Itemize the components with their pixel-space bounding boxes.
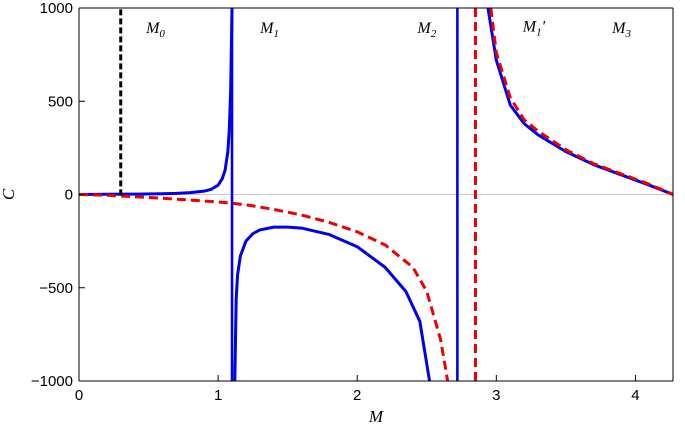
region-label-m3: M3 <box>611 20 631 40</box>
region-label-m0: M0 <box>145 20 165 40</box>
x-axis-title: M <box>368 407 384 426</box>
series-layer <box>78 7 674 382</box>
y-tick-label: 500 <box>48 93 73 110</box>
region-labels-layer: M0 M1 M2 M1' M3 <box>145 18 631 40</box>
x-tick-label: 2 <box>353 387 361 404</box>
y-tick-label: 1000 <box>40 0 73 17</box>
region-label-m1-prime: M1' <box>522 18 546 38</box>
x-tick-label: 1 <box>214 387 222 404</box>
region-label-m1: M1 <box>259 20 279 40</box>
y-tick-label: 0 <box>65 187 73 204</box>
vertical-markers-layer <box>119 8 477 381</box>
series-2-line-segment-1 <box>78 193 450 382</box>
y-tick-label: −1000 <box>31 373 73 390</box>
x-tick-label: 0 <box>75 387 83 404</box>
x-tick-label: 4 <box>631 387 639 404</box>
series-1-line-segment-1 <box>78 7 234 196</box>
series-1-line-segment-2 <box>233 225 432 382</box>
series-2-line-segment-2 <box>489 7 674 196</box>
y-tick-label: −500 <box>39 280 73 297</box>
region-label-m2: M2 <box>416 20 436 40</box>
series-1-line-segment-3 <box>486 7 674 196</box>
y-axis-title: C <box>0 188 18 200</box>
ticks-layer: 0 1 2 3 4 −1000 −500 0 500 1000 <box>31 0 640 404</box>
x-tick-label: 3 <box>492 387 500 404</box>
